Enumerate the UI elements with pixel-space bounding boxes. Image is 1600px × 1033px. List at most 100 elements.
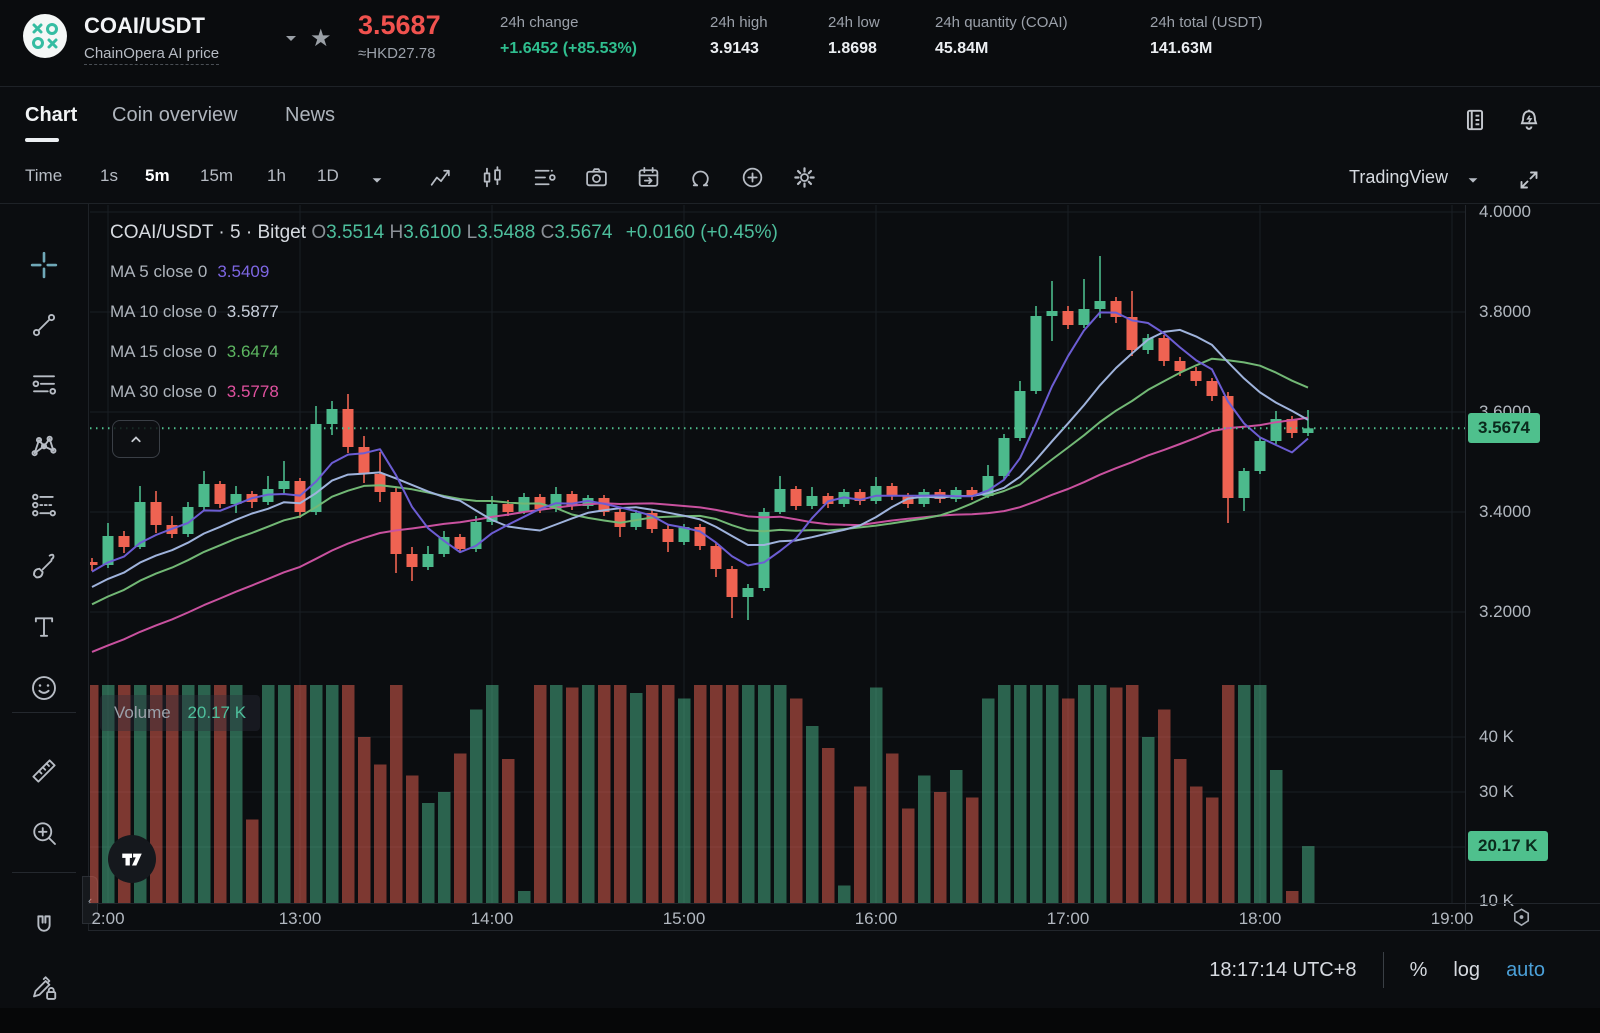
text-tool-icon[interactable] bbox=[29, 612, 59, 642]
clock[interactable]: 18:17:14 UTC+8 bbox=[1209, 958, 1357, 981]
stat-24h-high: 24h high 3.9143 bbox=[710, 14, 768, 58]
interval-1h[interactable]: 1h bbox=[267, 166, 286, 185]
stat-label: 24h quantity (COAI) bbox=[935, 14, 1068, 31]
orderbook-icon[interactable] bbox=[1460, 105, 1490, 135]
footer-divider bbox=[1382, 952, 1384, 988]
indicators-icon[interactable] bbox=[425, 162, 455, 192]
ohlc-key: L bbox=[461, 222, 478, 243]
price-fiat-equivalent: ≈HKD27.78 bbox=[358, 45, 436, 62]
fib-retracement-tool-icon[interactable] bbox=[29, 370, 59, 400]
settings-gear-icon[interactable] bbox=[789, 162, 819, 192]
pair-subtitle[interactable]: ChainOpera AI price bbox=[84, 45, 220, 65]
page-bottom-strip bbox=[0, 1008, 1600, 1033]
ma-legend-row[interactable]: MA 30 close 0 3.5778 bbox=[110, 382, 279, 402]
legend-collapse-button[interactable] bbox=[112, 420, 160, 458]
volume-label: Volume bbox=[114, 703, 171, 722]
stat-label: 24h total (USDT) bbox=[1150, 14, 1263, 31]
volume-legend[interactable]: Volume 20.17 K bbox=[100, 695, 261, 731]
stat-label: 24h low bbox=[828, 14, 880, 31]
stat-24h-quantity-coai-: 24h quantity (COAI) 45.84M bbox=[935, 14, 1068, 58]
stat-24h-low: 24h low 1.8698 bbox=[828, 14, 880, 58]
time-label[interactable]: Time bbox=[25, 166, 63, 185]
ma-value: 3.5877 bbox=[226, 302, 279, 321]
emoji-tool-icon[interactable] bbox=[29, 673, 59, 703]
time-tick: 2:00 bbox=[91, 909, 125, 928]
interval-1d[interactable]: 1D bbox=[317, 166, 339, 185]
ohlc-key: H bbox=[384, 222, 404, 243]
brush-tool-icon[interactable] bbox=[29, 550, 59, 580]
time-tick: 15:00 bbox=[662, 909, 706, 928]
drawing-lock-icon[interactable] bbox=[29, 972, 59, 1002]
indicator-settings-icon[interactable] bbox=[529, 162, 559, 192]
favorite-star-icon[interactable]: ★ bbox=[310, 25, 332, 52]
axis-settings-icon[interactable] bbox=[1510, 906, 1533, 929]
interval-more-caret-icon[interactable] bbox=[370, 173, 384, 187]
ohlc-value: 3.5488 bbox=[477, 222, 536, 243]
stat-24h-total-usdt-: 24h total (USDT) 141.63M bbox=[1150, 14, 1263, 58]
ma-legend-row[interactable]: MA 10 close 0 3.5877 bbox=[110, 302, 279, 322]
calendar-events-icon[interactable] bbox=[633, 162, 663, 192]
ma-label: MA 10 close 0 bbox=[110, 302, 217, 321]
toolbar-separator bbox=[0, 203, 1600, 204]
time-tick: 13:00 bbox=[278, 909, 322, 928]
time-tick: 19:00 bbox=[1430, 909, 1474, 928]
stat-value: 1.8698 bbox=[828, 40, 877, 57]
candlestick-style-icon[interactable] bbox=[477, 162, 507, 192]
ma-label: MA 30 close 0 bbox=[110, 382, 217, 401]
tab-chart[interactable]: Chart bbox=[25, 104, 78, 126]
ohlc-key: C bbox=[535, 222, 555, 243]
chart-legend[interactable]: COAI/USDT · 5 · Bitget O3.5514 H3.6100 L… bbox=[110, 222, 778, 244]
stat-value: 3.9143 bbox=[710, 40, 759, 57]
tab-news[interactable]: News bbox=[285, 104, 336, 126]
ruler-tool-icon[interactable] bbox=[29, 756, 59, 786]
time-tick: 18:00 bbox=[1238, 909, 1282, 928]
ma-legend-row[interactable]: MA 5 close 0 3.5409 bbox=[110, 262, 269, 282]
fullscreen-icon[interactable] bbox=[1514, 165, 1544, 195]
magnet-tool-icon[interactable] bbox=[29, 912, 59, 942]
stat-label: 24h change bbox=[500, 14, 579, 31]
tab-coin-overview[interactable]: Coin overview bbox=[112, 104, 238, 126]
pair-dropdown-caret-icon[interactable] bbox=[283, 30, 299, 46]
pair-header: COAI/USDT ChainOpera AI price ★ 3.5687 ≈… bbox=[0, 0, 1600, 87]
volume-tick: 10 K bbox=[1479, 891, 1514, 910]
auto-scale-button[interactable]: auto bbox=[1506, 958, 1545, 981]
log-scale-button[interactable]: log bbox=[1453, 958, 1481, 981]
provider-menu[interactable]: TradingView bbox=[1349, 167, 1448, 188]
legend-ohlc: O3.5514 H3.6100 L3.5488 C3.5674 bbox=[311, 222, 612, 243]
ma-value: 3.5778 bbox=[226, 382, 279, 401]
interval-5m[interactable]: 5m bbox=[145, 166, 170, 185]
add-indicator-icon[interactable] bbox=[737, 162, 767, 192]
volume-tick: 40 K bbox=[1479, 727, 1514, 746]
interval-1s[interactable]: 1s bbox=[100, 166, 118, 185]
ma-legend-row[interactable]: MA 15 close 0 3.6474 bbox=[110, 342, 279, 362]
tradingview-logo[interactable] bbox=[108, 835, 156, 883]
price-tick: 3.2000 bbox=[1479, 602, 1531, 621]
provider-caret-icon[interactable] bbox=[1466, 173, 1480, 187]
percent-scale-button[interactable]: % bbox=[1409, 958, 1428, 981]
trendline-tool-icon[interactable] bbox=[29, 310, 59, 340]
stat-value: 45.84M bbox=[935, 40, 989, 57]
alert-bell-icon[interactable] bbox=[1514, 105, 1544, 135]
current-volume-badge: 20.17 K bbox=[1468, 831, 1548, 862]
replay-icon[interactable] bbox=[685, 162, 715, 192]
price-axis[interactable]: 4.0000 3.8000 3.6000 3.4000 3.2000 40 K 30 K 10… bbox=[1465, 202, 1600, 930]
interval-15m[interactable]: 15m bbox=[200, 166, 234, 185]
forecast-tool-icon[interactable] bbox=[29, 490, 59, 520]
stat-value: +1.6452 (+85.53%) bbox=[500, 40, 637, 57]
stat-value: 141.63M bbox=[1150, 40, 1213, 57]
last-price-badge: 3.5674 bbox=[1468, 413, 1540, 444]
legend-symbol: COAI/USDT · 5 · Bitget bbox=[110, 222, 307, 243]
screenshot-camera-icon[interactable] bbox=[581, 162, 611, 192]
pattern-tool-icon[interactable] bbox=[29, 430, 59, 460]
last-price: 3.5687 bbox=[358, 10, 441, 40]
price-tick: 3.8000 bbox=[1479, 302, 1531, 321]
price-chart-canvas[interactable] bbox=[90, 205, 1465, 903]
crosshair-tool-icon[interactable] bbox=[29, 250, 59, 280]
volume-value: 20.17 K bbox=[187, 703, 247, 722]
coin-logo bbox=[22, 13, 68, 59]
zoom-in-tool-icon[interactable] bbox=[29, 818, 59, 848]
time-tick: 17:00 bbox=[1046, 909, 1090, 928]
time-axis[interactable]: 2:00 13:00 14:00 15:00 16:00 17:00 18:00 19:00 bbox=[88, 903, 1600, 931]
drawing-toolbar bbox=[0, 204, 89, 1008]
